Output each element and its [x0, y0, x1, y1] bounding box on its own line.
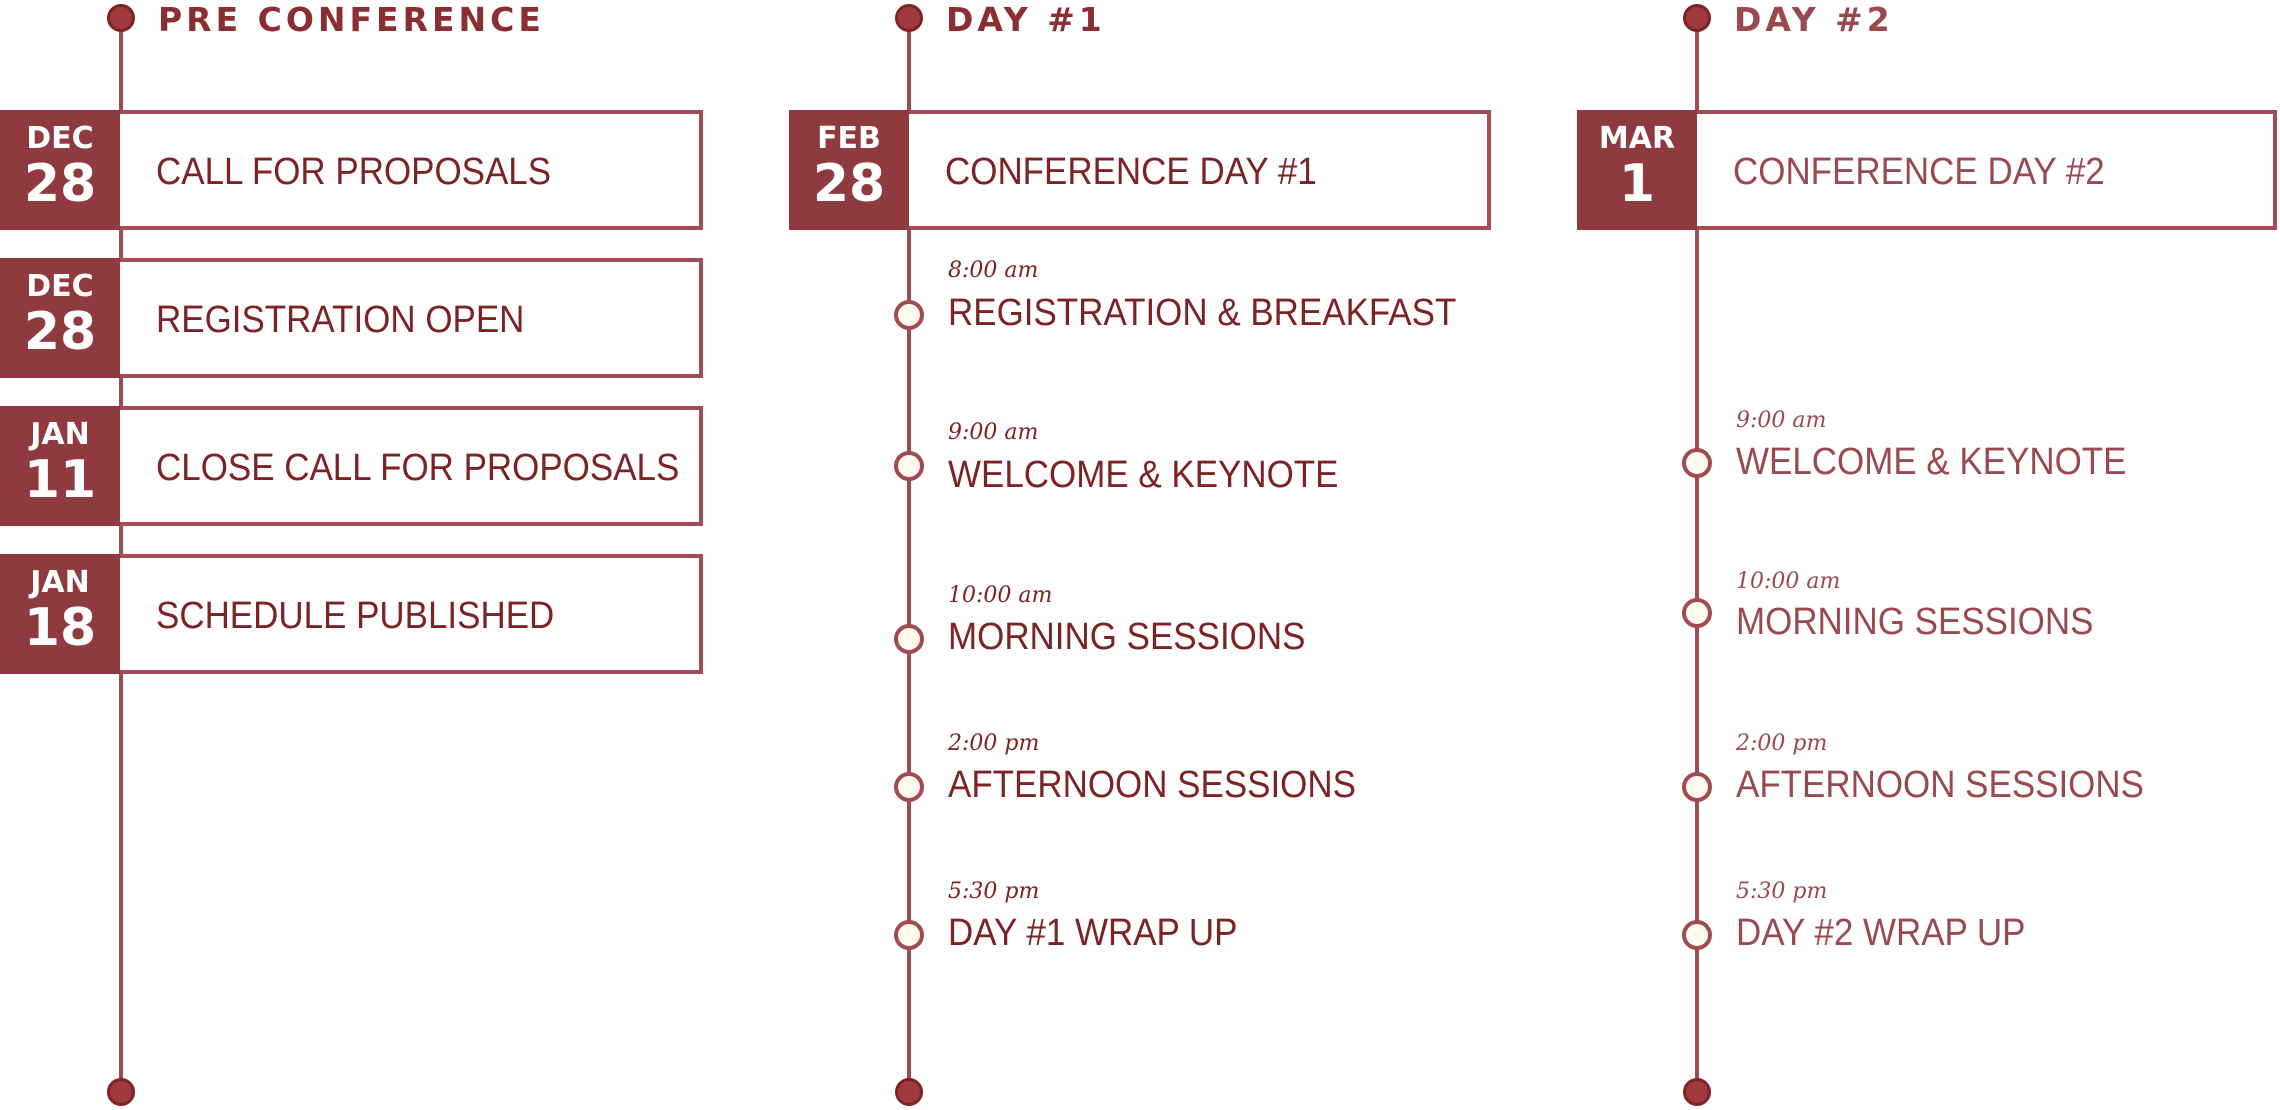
day-box: CONFERENCE DAY #1 [909, 110, 1491, 230]
event-label: MORNING SESSIONS [1736, 601, 2094, 643]
column-title: PRE CONFERENCE [158, 0, 545, 39]
event-dot [1682, 920, 1712, 950]
event-label: AFTERNOON SESSIONS [948, 764, 1356, 806]
event-dot [894, 451, 924, 481]
event-label: AFTERNOON SESSIONS [1736, 764, 2144, 806]
date-badge: DEC 28 [0, 110, 120, 230]
event-label: MORNING SESSIONS [948, 616, 1306, 658]
timeline-end-dot [895, 1078, 923, 1106]
milestone-label: SCHEDULE PUBLISHED [156, 595, 555, 637]
event-dot [1682, 448, 1712, 478]
milestone-label: CALL FOR PROPOSALS [156, 151, 552, 193]
event-label: DAY #1 WRAP UP [948, 912, 1238, 954]
milestone-card: DEC 28 REGISTRATION OPEN [0, 258, 703, 378]
event-dot [894, 772, 924, 802]
date-month: FEB [817, 121, 881, 156]
event-time: 10:00 am [1736, 569, 1841, 594]
timeline-day-2: DAY #2 MAR 1 CONFERENCE DAY #2 9:00 am W… [1577, 0, 2280, 1110]
event-time: 2:00 pm [948, 731, 1040, 756]
event-time: 9:00 am [948, 420, 1039, 445]
date-month: JAN [30, 565, 90, 600]
event-dot [894, 624, 924, 654]
event-dot [894, 300, 924, 330]
milestone-box: CALL FOR PROPOSALS [120, 110, 703, 230]
event-dot [1682, 772, 1712, 802]
column-title: DAY #2 [1734, 0, 1894, 39]
event-time: 5:30 pm [1736, 879, 1828, 904]
timeline-line [1695, 20, 1699, 1092]
event-label: WELCOME & KEYNOTE [1736, 441, 2127, 483]
event-time: 5:30 pm [948, 879, 1040, 904]
timeline-day-1: DAY #1 FEB 28 CONFERENCE DAY #1 8:00 am … [789, 0, 1549, 1110]
timeline-end-dot [107, 1078, 135, 1106]
timeline-line [907, 20, 911, 1092]
date-month: DEC [26, 269, 94, 304]
milestone-box: SCHEDULE PUBLISHED [120, 554, 703, 674]
timeline-start-dot [895, 4, 923, 32]
date-month: MAR [1598, 121, 1676, 156]
event-dot [894, 920, 924, 950]
milestone-box: CLOSE CALL FOR PROPOSALS [120, 406, 703, 526]
event-label: WELCOME & KEYNOTE [948, 454, 1339, 496]
date-badge: MAR 1 [1577, 110, 1697, 230]
date-badge: FEB 28 [789, 110, 909, 230]
date-badge: JAN 11 [0, 406, 120, 526]
day-label: CONFERENCE DAY #2 [1733, 151, 2105, 193]
timeline-end-dot [1683, 1078, 1711, 1106]
date-day: 28 [23, 154, 97, 214]
day-label: CONFERENCE DAY #1 [945, 151, 1317, 193]
milestone-card: JAN 11 CLOSE CALL FOR PROPOSALS [0, 406, 703, 526]
milestone-card: JAN 18 SCHEDULE PUBLISHED [0, 554, 703, 674]
date-month: DEC [26, 121, 94, 156]
day-card: FEB 28 CONFERENCE DAY #1 [789, 110, 1491, 230]
column-title: DAY #1 [946, 0, 1106, 39]
event-time: 8:00 am [948, 258, 1039, 283]
event-label: DAY #2 WRAP UP [1736, 912, 2026, 954]
date-day: 11 [23, 450, 97, 510]
event-time: 9:00 am [1736, 408, 1827, 433]
day-card: MAR 1 CONFERENCE DAY #2 [1577, 110, 2277, 230]
date-day: 28 [812, 154, 886, 214]
event-dot [1682, 598, 1712, 628]
milestone-label: REGISTRATION OPEN [156, 299, 525, 341]
date-badge: DEC 28 [0, 258, 120, 378]
timeline-start-dot [107, 4, 135, 32]
timeline-start-dot [1683, 4, 1711, 32]
milestone-box: REGISTRATION OPEN [120, 258, 703, 378]
date-day: 28 [23, 302, 97, 362]
event-label: REGISTRATION & BREAKFAST [948, 292, 1457, 334]
date-day: 1 [1618, 154, 1656, 214]
event-time: 10:00 am [948, 583, 1053, 608]
event-time: 2:00 pm [1736, 731, 1828, 756]
day-box: CONFERENCE DAY #2 [1697, 110, 2277, 230]
milestone-card: DEC 28 CALL FOR PROPOSALS [0, 110, 703, 230]
milestone-label: CLOSE CALL FOR PROPOSALS [156, 447, 680, 489]
date-day: 18 [23, 598, 97, 658]
date-badge: JAN 18 [0, 554, 120, 674]
timeline-pre-conference: PRE CONFERENCE DEC 28 CALL FOR PROPOSALS… [0, 0, 760, 1110]
date-month: JAN [30, 417, 90, 452]
